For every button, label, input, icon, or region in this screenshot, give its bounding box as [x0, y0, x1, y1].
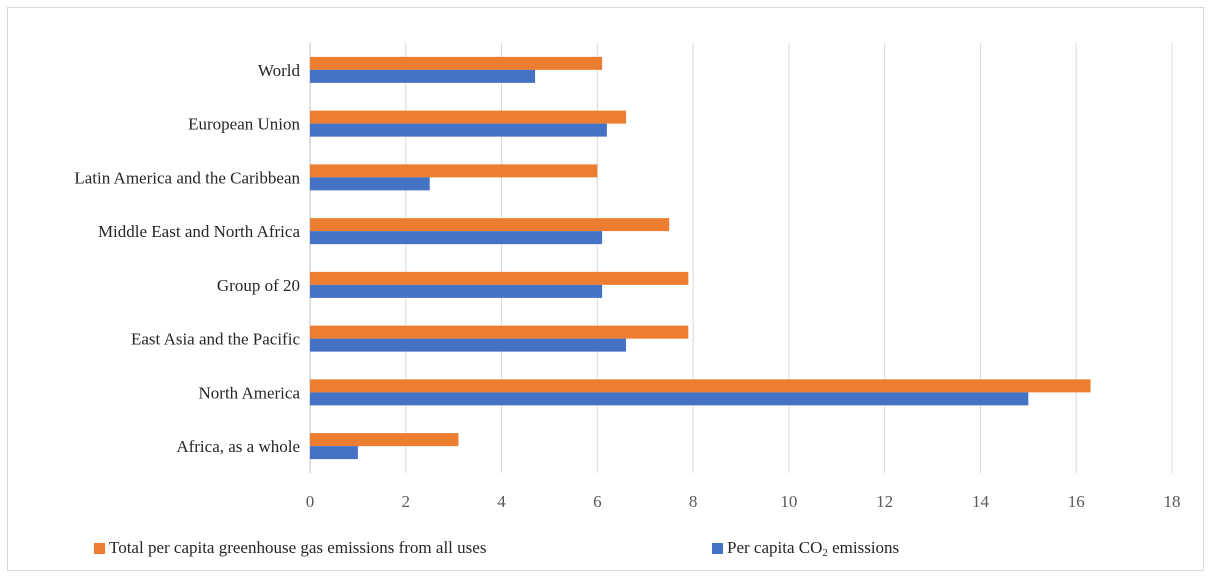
- legend-label-ghg: Total per capita greenhouse gas emission…: [109, 538, 487, 557]
- x-tick-label: 2: [402, 492, 411, 511]
- category-label: Africa, as a whole: [176, 437, 300, 456]
- bar-co2: [310, 338, 627, 352]
- category-label: North America: [199, 383, 301, 402]
- legend-label-co2: Per capita CO2 emissions: [727, 538, 900, 559]
- x-tick-label: 18: [1164, 492, 1181, 511]
- bar-ghg: [310, 271, 689, 285]
- bar-co2: [310, 392, 1029, 406]
- x-tick-label: 4: [497, 492, 506, 511]
- legend-item-co2: Per capita CO2 emissions: [712, 537, 899, 559]
- x-tick-label: 0: [306, 492, 315, 511]
- category-label: European Union: [188, 115, 300, 134]
- x-tick-label: 12: [876, 492, 893, 511]
- bar-ghg: [310, 164, 598, 178]
- chart-frame: [7, 7, 1204, 571]
- bar-ghg: [310, 110, 627, 124]
- legend-swatch-ghg: [94, 542, 105, 554]
- bar-co2: [310, 446, 358, 460]
- bar-co2: [310, 231, 603, 245]
- category-label: World: [258, 61, 301, 80]
- category-label: Group of 20: [217, 276, 300, 295]
- bar-co2: [310, 69, 536, 83]
- bar-ghg: [310, 433, 459, 447]
- bar-ghg: [310, 325, 689, 339]
- bar-ghg: [310, 56, 603, 70]
- bar-co2: [310, 284, 603, 298]
- category-label: Middle East and North Africa: [98, 222, 301, 241]
- bar-co2: [310, 123, 607, 137]
- legend-item-ghg: Total per capita greenhouse gas emission…: [94, 537, 486, 559]
- x-tick-label: 10: [780, 492, 797, 511]
- bar-co2: [310, 177, 430, 191]
- legend-swatch-co2: [712, 542, 723, 554]
- x-tick-label: 16: [1068, 492, 1085, 511]
- bar-ghg: [310, 379, 1091, 393]
- category-label: Latin America and the Caribbean: [74, 168, 300, 187]
- x-tick-label: 14: [972, 492, 990, 511]
- category-label: East Asia and the Pacific: [131, 330, 300, 349]
- x-tick-label: 6: [593, 492, 602, 511]
- x-tick-label: 8: [689, 492, 698, 511]
- bar-ghg: [310, 218, 670, 232]
